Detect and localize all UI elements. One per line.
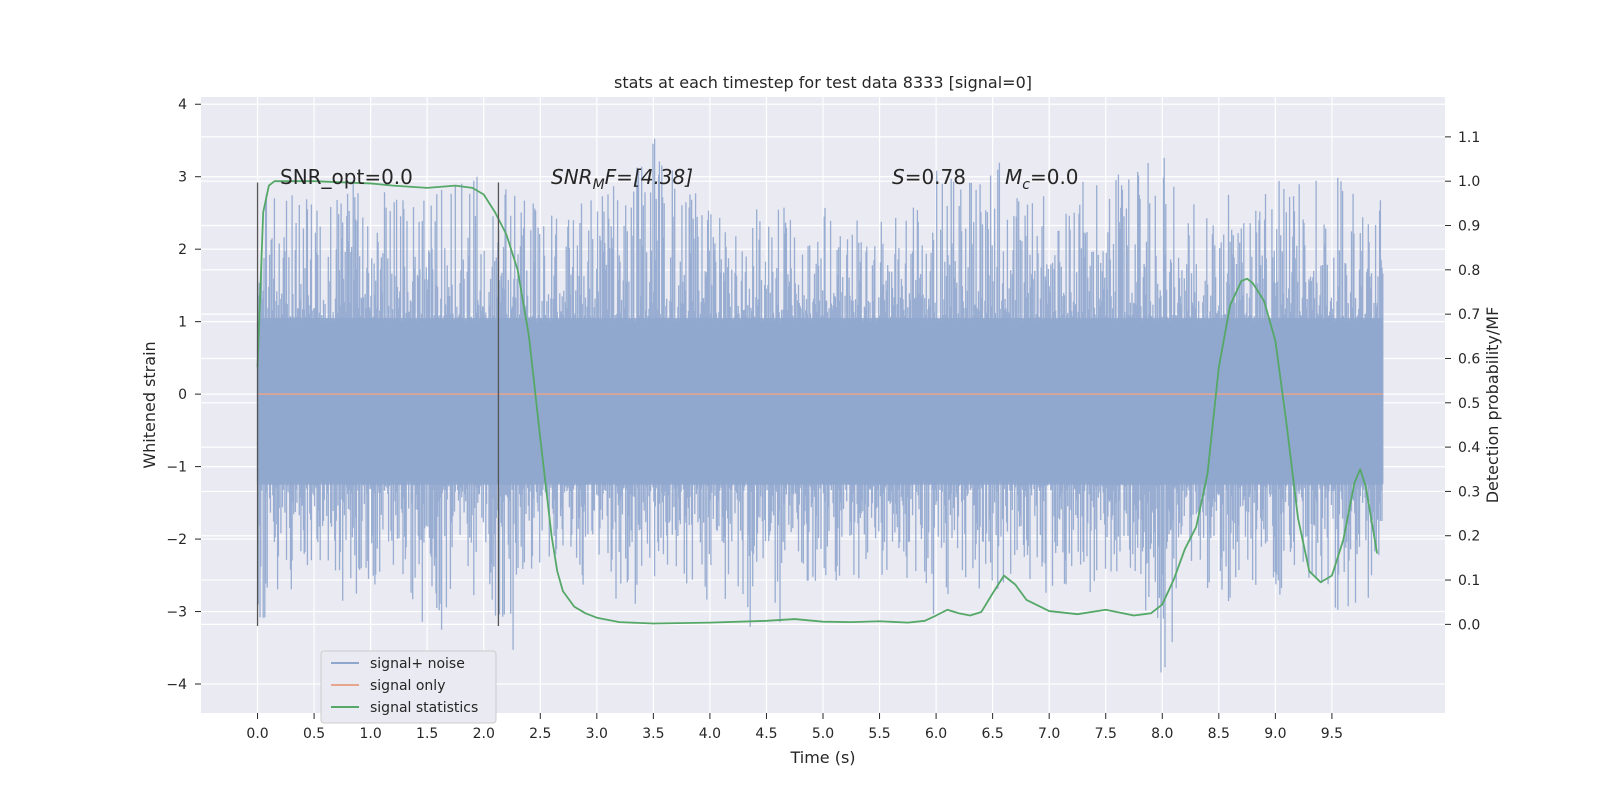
annotation-snr-mf: SNRMF=[4.38]: [551, 165, 693, 193]
noise-band: [256, 138, 1384, 673]
x-axis-label: Time (s): [789, 748, 855, 767]
x-tick-label: 0.0: [246, 726, 268, 742]
annotation-s-value: =0.78: [905, 165, 966, 189]
y-right-tick-label: 1.0: [1458, 174, 1480, 190]
annotation-snr-mf-subscript: M: [593, 177, 605, 193]
legend-label-signal-noise: signal+ noise: [370, 656, 465, 672]
x-tick-label: 6.5: [982, 726, 1004, 742]
x-tick-label: 6.0: [925, 726, 947, 742]
legend: signal+ noise signal only signal statist…: [320, 650, 497, 724]
y-right-axis-ticks: 1.1 1.0 0.9 0.8 0.7 0.6 0.5 0.4 0.3 0.2 0.1 0.0: [1445, 130, 1480, 633]
y-tick-label: 0: [178, 387, 187, 403]
x-tick-label: 7.5: [1095, 726, 1117, 742]
y-right-tick-label: 0.7: [1458, 307, 1480, 323]
y-tick-label: −3: [166, 605, 187, 621]
y-right-tick-label: 0.0: [1458, 617, 1480, 633]
y-right-tick-label: 0.4: [1458, 440, 1480, 456]
x-tick-label: 2.0: [473, 726, 495, 742]
y-axis-label: Whitened strain: [140, 341, 159, 468]
series-lines: [256, 180, 1383, 625]
x-tick-label: 4.5: [755, 726, 777, 742]
x-tick-label: 0.5: [303, 726, 325, 742]
x-tick-label: 8.0: [1151, 726, 1173, 742]
y-right-tick-label: 1.1: [1458, 130, 1480, 146]
y-right-tick-label: 0.5: [1458, 396, 1480, 412]
y-tick-label: 3: [178, 170, 187, 186]
x-tick-label: 5.5: [868, 726, 890, 742]
x-tick-label: 5.0: [812, 726, 834, 742]
annotation-mc: Mc=0.0: [1005, 165, 1079, 193]
annotation-snr-mf-value: F=[4.38]: [605, 165, 693, 189]
x-tick-label: 3.0: [586, 726, 608, 742]
legend-box: [320, 650, 497, 724]
legend-label-signal-statistics: signal statistics: [370, 700, 478, 716]
annotation-snr-opt: SNR_opt=0.0: [280, 165, 413, 189]
y-right-tick-label: 0.9: [1458, 219, 1480, 235]
y-right-tick-label: 0.6: [1458, 351, 1480, 367]
x-tick-label: 1.0: [360, 726, 382, 742]
x-tick-label: 3.5: [642, 726, 664, 742]
y-tick-label: 2: [178, 242, 187, 258]
annotation-mc-subscript: c: [1022, 177, 1030, 193]
chart-title: stats at each timestep for test data 833…: [614, 73, 1032, 92]
y-right-tick-label: 0.8: [1458, 263, 1480, 279]
x-tick-label: 1.5: [416, 726, 438, 742]
annotation-s-symbol: S: [892, 165, 905, 189]
series-signal-statistics: [256, 180, 1379, 625]
annotation-snr-mf-symbol: SNR: [551, 165, 593, 189]
vertical-markers: [256, 182, 500, 627]
annotation-mc-value: =0.0: [1030, 165, 1079, 189]
y-right-tick-label: 0.1: [1458, 573, 1480, 589]
x-tick-label: 8.5: [1208, 726, 1230, 742]
y-right-tick-label: 0.3: [1458, 484, 1480, 500]
x-axis-ticks: 0.0 0.5 1.0 1.5 2.0 2.5 3.0 3.5 4.0 4.5 5.0 5.5 6.0 6…: [246, 713, 1343, 742]
x-tick-label: 7.0: [1038, 726, 1060, 742]
annotation-mc-symbol: M: [1005, 165, 1022, 189]
y-axis-ticks: 4 3 2 1 0 −1 −2 −3 −4: [166, 97, 201, 693]
x-tick-label: 9.5: [1321, 726, 1343, 742]
x-tick-label: 4.0: [699, 726, 721, 742]
legend-label-signal-only: signal only: [370, 678, 445, 694]
y-tick-label: −2: [166, 532, 187, 548]
y-tick-label: 1: [178, 315, 187, 331]
x-tick-label: 2.5: [529, 726, 551, 742]
x-tick-label: 9.0: [1264, 726, 1286, 742]
y-right-axis-label: Detection probability/MF: [1483, 307, 1502, 504]
y-right-tick-label: 0.2: [1458, 529, 1480, 545]
y-tick-label: −1: [166, 460, 187, 476]
y-tick-label: −4: [166, 677, 187, 693]
annotation-s: S=0.78: [892, 165, 966, 189]
y-tick-label: 4: [178, 97, 187, 113]
